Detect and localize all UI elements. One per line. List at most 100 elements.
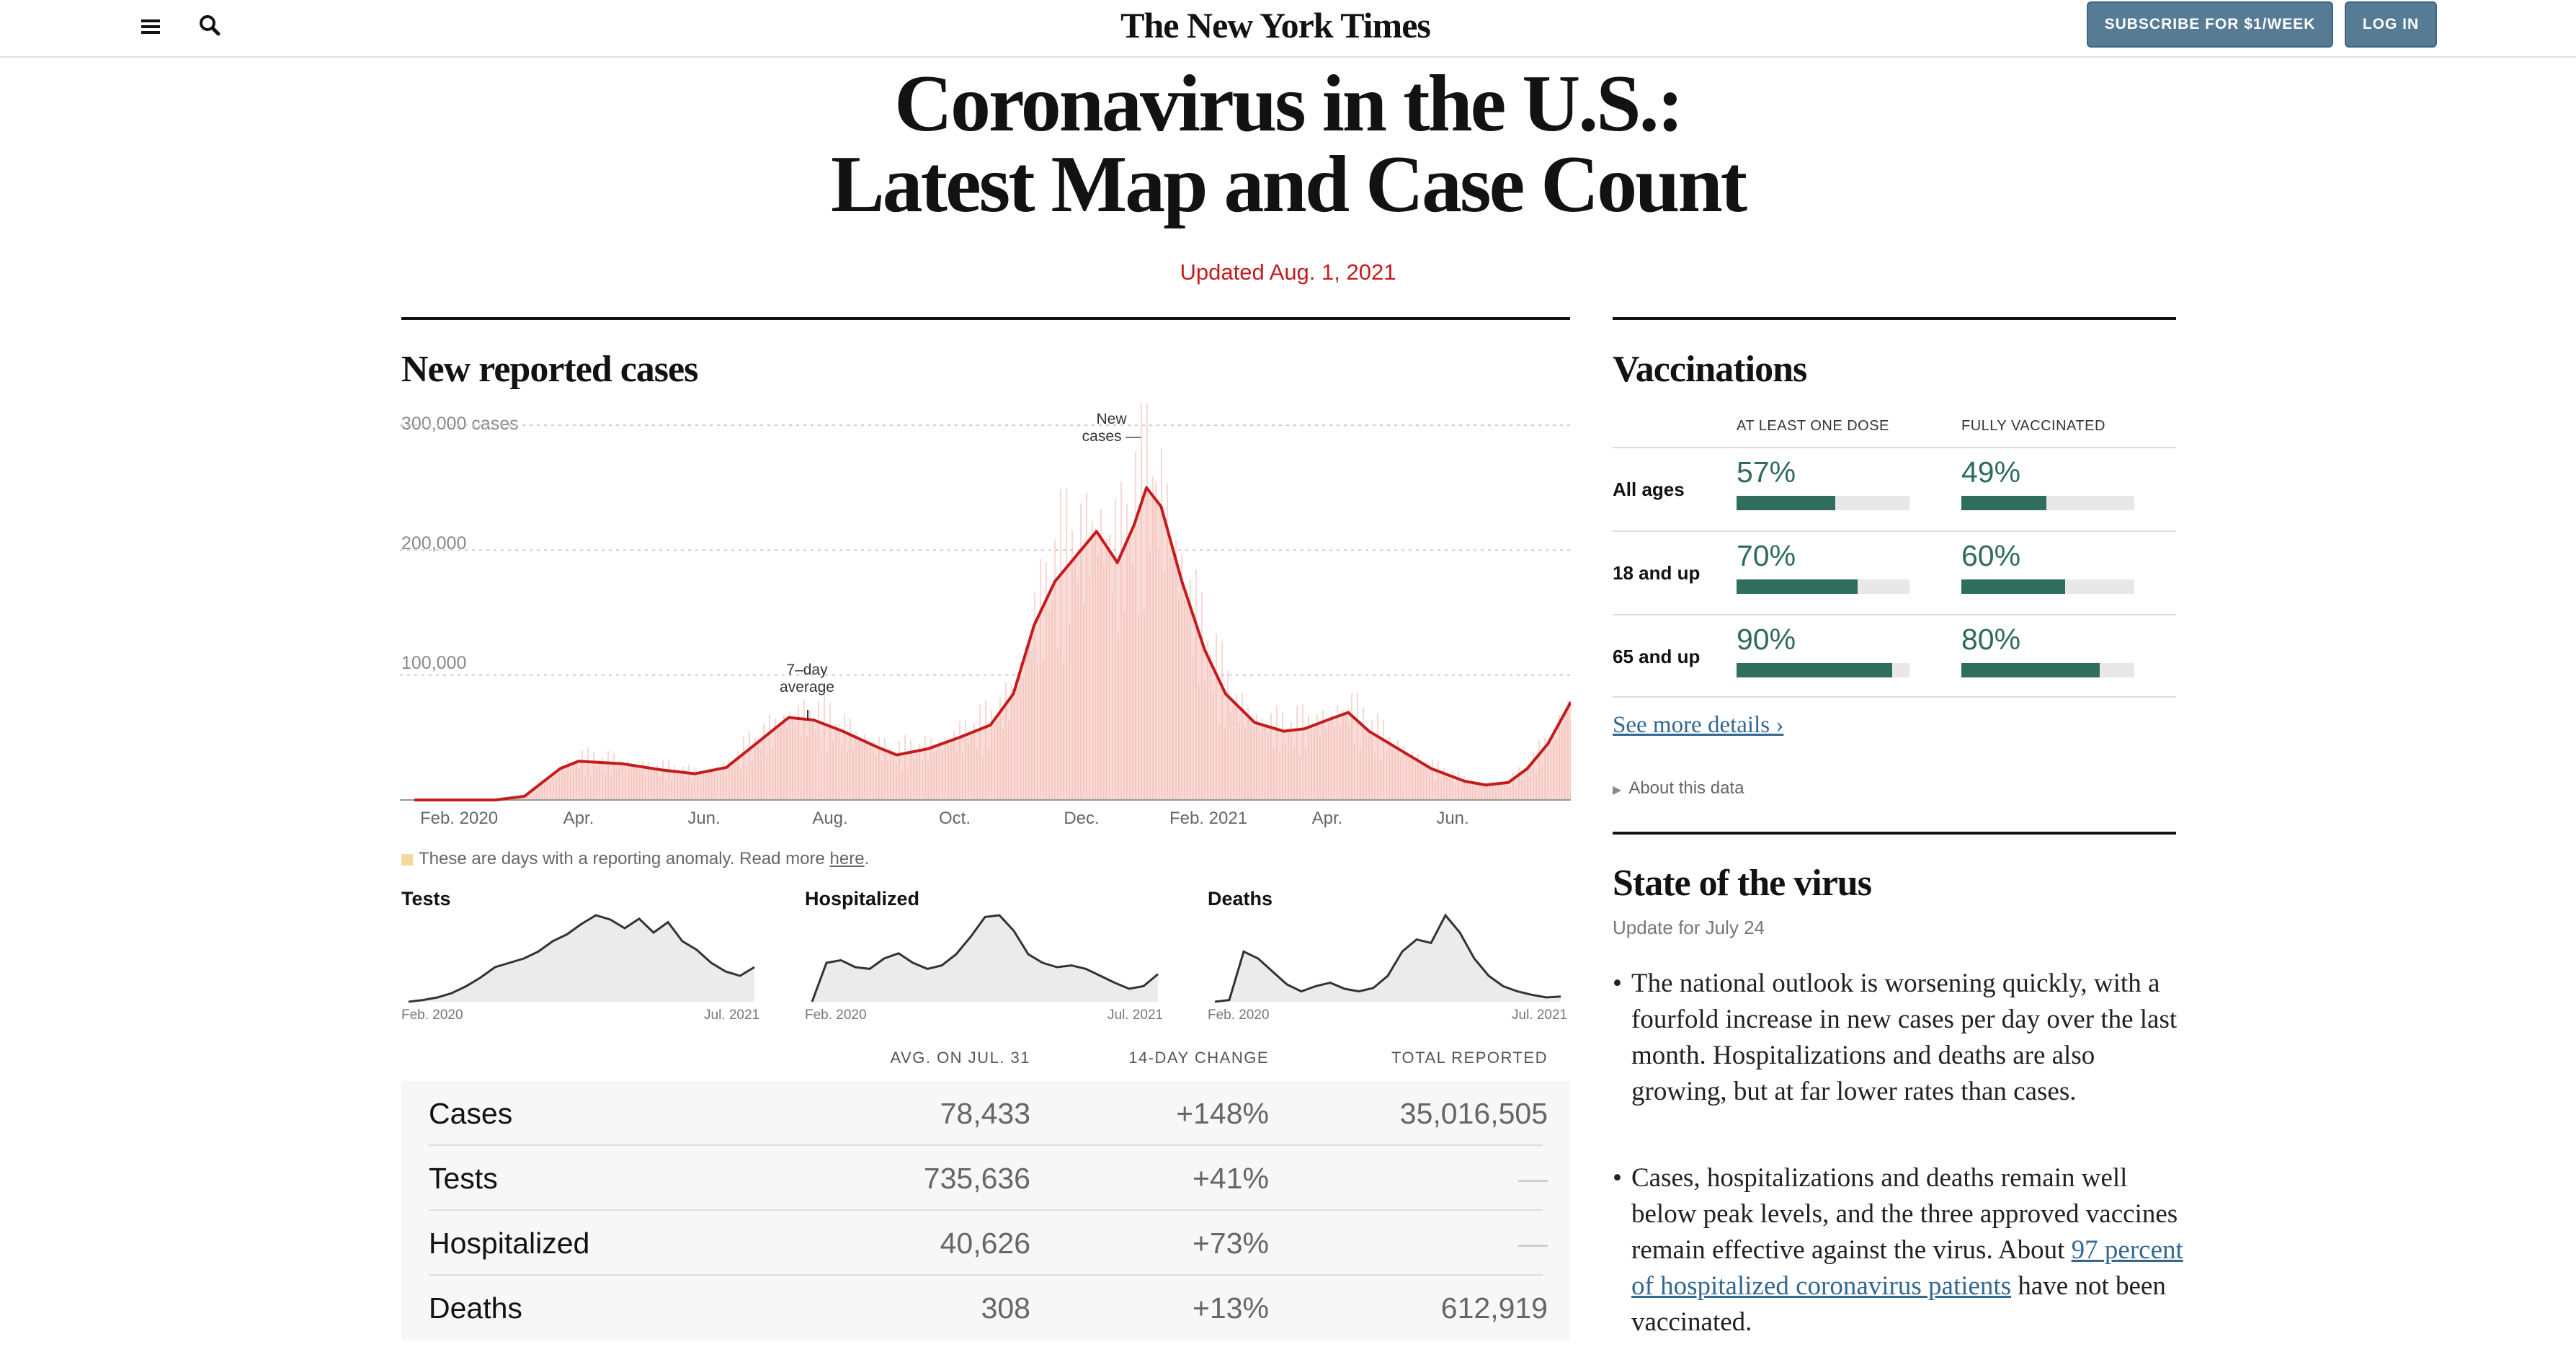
daily-case-bar <box>1204 680 1205 800</box>
daily-case-bar <box>1103 564 1105 800</box>
daily-case-bar <box>1115 499 1116 800</box>
daily-case-bar <box>1138 614 1139 800</box>
vax-bar-fill <box>1737 579 1858 594</box>
hospitalized-start-label: Feb. 2020 <box>805 1008 867 1023</box>
daily-case-bar <box>829 703 831 800</box>
daily-case-bar <box>1291 722 1292 800</box>
daily-case-bar <box>1132 564 1133 800</box>
daily-case-bar <box>737 750 739 800</box>
daily-case-bar <box>965 720 966 800</box>
daily-case-bar <box>645 773 646 800</box>
daily-case-bar <box>573 761 574 800</box>
daily-case-bar <box>976 748 978 800</box>
daily-case-bar <box>691 780 692 800</box>
daily-case-bar <box>671 780 672 800</box>
daily-case-bar <box>700 772 701 800</box>
daily-case-bar <box>677 773 678 800</box>
nyt-logo[interactable]: The New York Times <box>1120 5 1431 45</box>
hospitalized-patients-link[interactable]: 97 percent of hospitalized coronavirus p… <box>1631 1235 2183 1301</box>
daily-case-bar <box>1112 593 1113 800</box>
daily-case-bar <box>887 760 888 800</box>
daily-case-bar <box>1345 709 1347 800</box>
daily-case-bar <box>1230 711 1231 800</box>
daily-case-bar <box>1440 780 1442 800</box>
y-tick-label: 100,000 <box>401 653 467 673</box>
daily-case-bar <box>1034 592 1035 800</box>
anomaly-note: These are days with a reporting anomaly.… <box>401 849 869 869</box>
row-change: +13% <box>1192 1291 1269 1325</box>
annotation-new-line2: cases — <box>1082 428 1141 445</box>
daily-case-bar <box>1559 715 1560 800</box>
daily-case-bar <box>812 720 814 800</box>
daily-case-bar <box>752 760 753 800</box>
daily-case-bar <box>743 737 744 800</box>
daily-case-bar <box>1187 601 1188 800</box>
daily-case-bar <box>1149 550 1151 800</box>
daily-case-bar <box>1383 720 1384 800</box>
daily-case-bar <box>662 760 664 800</box>
daily-case-bar <box>904 734 906 800</box>
daily-case-bar <box>605 772 606 800</box>
menu-icon[interactable] <box>137 13 166 42</box>
daily-case-bar <box>939 742 940 800</box>
search-icon[interactable] <box>196 12 225 40</box>
daily-case-bar <box>1414 764 1416 800</box>
daily-case-bar <box>962 753 963 800</box>
daily-case-bar <box>769 714 770 800</box>
daily-case-bar <box>852 747 854 800</box>
seven-day-average-line <box>414 486 1571 801</box>
daily-case-bar <box>642 760 643 800</box>
daily-case-bar <box>723 761 724 800</box>
small-chart-title-hospitalized: Hospitalized <box>805 888 920 910</box>
daily-case-bar <box>740 770 741 800</box>
daily-case-bar <box>982 757 984 800</box>
daily-case-bar <box>789 711 790 800</box>
annotation-7day-line1: 7–day <box>786 662 828 678</box>
daily-case-bar <box>1302 703 1303 800</box>
daily-case-bar <box>1190 579 1191 800</box>
cases-chart <box>400 404 1571 801</box>
daily-case-bar <box>1066 487 1067 800</box>
daily-case-bar <box>561 764 563 800</box>
daily-case-bar <box>1348 726 1350 800</box>
x-tick-label: Dec. <box>1064 809 1100 828</box>
subscribe-button[interactable]: SUBSCRIBE FOR $1/WEEK <box>2087 1 2333 48</box>
daily-case-bar <box>1043 659 1044 800</box>
row-total: 612,919 <box>1440 1291 1548 1325</box>
daily-case-bar <box>1086 492 1087 800</box>
daily-case-bar <box>734 763 736 800</box>
login-button[interactable]: LOG IN <box>2345 1 2437 48</box>
daily-case-bar <box>847 751 848 800</box>
daily-case-bar <box>581 750 583 800</box>
daily-case-bar <box>1022 677 1024 800</box>
cases-area <box>414 487 1571 800</box>
daily-case-bar <box>867 747 868 800</box>
see-more-details-link[interactable]: See more details › <box>1613 712 1784 738</box>
daily-case-bar <box>521 796 522 800</box>
vax-full-pct: 49% <box>1961 455 2021 489</box>
daily-case-bar <box>682 766 684 800</box>
daily-case-bar <box>973 723 975 800</box>
daily-case-bar <box>576 760 577 800</box>
daily-case-bar <box>864 734 865 800</box>
daily-case-bar <box>1311 730 1312 800</box>
daily-case-bar <box>754 737 756 800</box>
anomaly-here-link[interactable]: here <box>829 849 865 868</box>
sparkline-area <box>1215 915 1561 1002</box>
vax-full-bar <box>1961 496 2134 510</box>
daily-case-bar <box>587 747 589 800</box>
daily-case-bar <box>630 768 632 800</box>
daily-case-bar <box>1100 508 1102 800</box>
daily-case-bar <box>913 757 914 800</box>
daily-case-bar <box>1435 780 1436 800</box>
daily-case-bar <box>1556 738 1557 800</box>
daily-case-bar <box>1253 726 1254 800</box>
daily-case-bar <box>1363 708 1364 800</box>
daily-case-bar <box>1221 641 1223 800</box>
about-this-data-toggle[interactable]: ▶ About this data <box>1613 778 1744 799</box>
state-of-virus-heading: State of the virus <box>1613 863 1872 904</box>
daily-case-bar <box>948 744 949 800</box>
daily-case-bar <box>1365 735 1367 800</box>
sparkline-line <box>811 914 1159 1002</box>
daily-case-bar <box>717 766 718 800</box>
